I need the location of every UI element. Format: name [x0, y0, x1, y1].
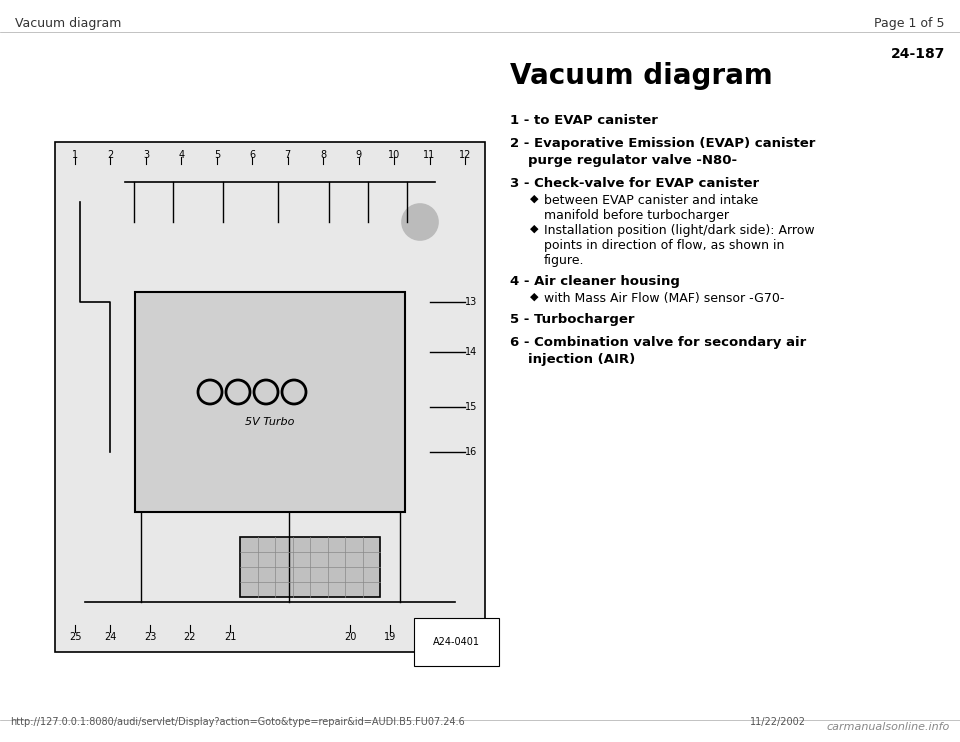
Text: 5V Turbo: 5V Turbo: [246, 417, 295, 427]
Text: 19: 19: [384, 632, 396, 642]
Text: 4 - Air cleaner housing: 4 - Air cleaner housing: [510, 275, 680, 288]
Text: 1 - to EVAP canister: 1 - to EVAP canister: [510, 114, 658, 127]
Text: 20: 20: [344, 632, 356, 642]
Text: 24: 24: [104, 632, 116, 642]
Bar: [135, 292, 405, 512]
Text: 8: 8: [320, 150, 326, 160]
Bar: [55, 142, 485, 652]
Text: with Mass Air Flow (MAF) sensor -G70-: with Mass Air Flow (MAF) sensor -G70-: [544, 292, 784, 305]
Text: 21: 21: [224, 632, 236, 642]
Text: A24-0401: A24-0401: [433, 637, 480, 647]
Bar: [240, 537, 380, 597]
Text: 17: 17: [459, 632, 471, 642]
Text: 11: 11: [423, 150, 436, 160]
Text: 11/22/2002: 11/22/2002: [750, 717, 806, 727]
Text: points in direction of flow, as shown in: points in direction of flow, as shown in: [544, 239, 784, 252]
Text: 25: 25: [69, 632, 82, 642]
Text: 2 - Evaporative Emission (EVAP) canister: 2 - Evaporative Emission (EVAP) canister: [510, 137, 815, 150]
Text: ◆: ◆: [530, 194, 539, 204]
Text: between EVAP canister and intake: between EVAP canister and intake: [544, 194, 758, 207]
Text: ◆: ◆: [530, 292, 539, 302]
Text: 10: 10: [388, 150, 400, 160]
Text: 3 - Check-valve for EVAP canister: 3 - Check-valve for EVAP canister: [510, 177, 759, 190]
Text: injection (AIR): injection (AIR): [528, 353, 636, 366]
Text: purge regulator valve -N80-: purge regulator valve -N80-: [528, 154, 737, 167]
Text: 6 - Combination valve for secondary air: 6 - Combination valve for secondary air: [510, 336, 806, 349]
Text: manifold before turbocharger: manifold before turbocharger: [544, 209, 729, 222]
Text: Vacuum diagram: Vacuum diagram: [510, 62, 773, 90]
Text: 1: 1: [72, 150, 78, 160]
Text: Vacuum diagram: Vacuum diagram: [15, 17, 121, 30]
Text: 6: 6: [250, 150, 255, 160]
Circle shape: [402, 204, 438, 240]
Text: 4: 4: [179, 150, 184, 160]
Text: 15: 15: [465, 402, 477, 412]
Text: 24-187: 24-187: [891, 47, 945, 61]
Text: 13: 13: [465, 297, 477, 307]
Text: ◆: ◆: [530, 224, 539, 234]
Text: 5: 5: [214, 150, 220, 160]
Text: 23: 23: [144, 632, 156, 642]
Text: 18: 18: [424, 632, 436, 642]
Text: http://127.0.0.1:8080/audi/servlet/Display?action=Goto&type=repair&id=AUDI.B5.FU: http://127.0.0.1:8080/audi/servlet/Displ…: [10, 717, 465, 727]
Text: 16: 16: [465, 447, 477, 457]
Text: 12: 12: [459, 150, 471, 160]
Text: 2: 2: [108, 150, 113, 160]
Text: 3: 3: [143, 150, 149, 160]
Text: figure.: figure.: [544, 254, 585, 267]
Text: 5 - Turbocharger: 5 - Turbocharger: [510, 313, 635, 326]
Text: 7: 7: [284, 150, 291, 160]
Text: 14: 14: [465, 347, 477, 357]
Text: carmanualsonline.info: carmanualsonline.info: [827, 722, 950, 732]
Text: Page 1 of 5: Page 1 of 5: [875, 17, 945, 30]
Text: 9: 9: [355, 150, 362, 160]
Text: Installation position (light/dark side): Arrow: Installation position (light/dark side):…: [544, 224, 815, 237]
Text: 22: 22: [183, 632, 196, 642]
